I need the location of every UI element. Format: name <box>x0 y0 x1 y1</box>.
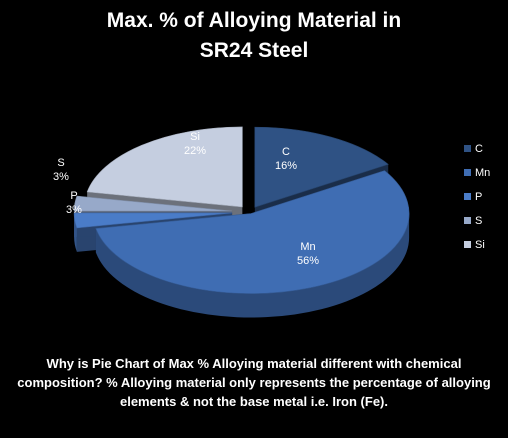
legend-label-c: C <box>475 143 483 155</box>
legend-label-mn: Mn <box>475 167 490 179</box>
chart-title: Max. % of Alloying Material in SR24 Stee… <box>0 6 508 66</box>
pie-label-p: P 3% <box>66 190 82 216</box>
chart-caption: Why is Pie Chart of Max % Alloying mater… <box>17 356 491 409</box>
pie-label-c: C 16% <box>275 146 297 172</box>
legend-label-si: Si <box>475 239 485 251</box>
legend-label-p: P <box>475 191 482 203</box>
pie-slice-top <box>254 126 389 208</box>
pie-label-value: 3% <box>53 171 69 183</box>
pie-slice-edge <box>74 212 77 252</box>
pie-slices <box>73 126 410 318</box>
pie-label-mn: Mn 56% <box>297 241 319 267</box>
legend-swatch-si <box>464 241 471 248</box>
pie-label-category: C <box>282 146 290 158</box>
pie-slice-mn <box>95 170 410 318</box>
pie-label-s: S 3% <box>53 157 69 183</box>
pie-slice-top <box>73 212 233 229</box>
pie-slice-top <box>86 126 243 208</box>
pie-label-value: 56% <box>297 255 319 267</box>
legend-swatch-p <box>464 193 471 200</box>
pie-label-category: S <box>57 157 64 169</box>
pie-label-si: Si 22% <box>184 131 206 157</box>
chart-title-line-1: Max. % of Alloying Material in <box>106 9 402 32</box>
legend-swatch-c <box>464 145 471 152</box>
chart-title-line-2: SR24 Steel <box>199 39 309 62</box>
pie-label-category: Si <box>190 131 200 143</box>
pie-slice-edge <box>95 213 410 318</box>
pie-label-category: P <box>70 190 77 202</box>
legend-label-s: S <box>475 215 482 227</box>
pie-label-value: 16% <box>275 160 297 172</box>
legend-swatch-s <box>464 217 471 224</box>
pie-label-category: Mn <box>300 241 315 253</box>
legend-swatch-mn <box>464 169 471 176</box>
chart-legend: C Mn PS Si <box>464 143 490 251</box>
pie-slice-top <box>73 195 233 212</box>
pie-label-value: 22% <box>184 145 206 157</box>
pie-slice-top <box>95 170 410 294</box>
pie-labels: C 16%Mn 56%P 3%S 3%Si 22% <box>53 131 319 267</box>
pie-label-value: 3% <box>66 204 82 216</box>
